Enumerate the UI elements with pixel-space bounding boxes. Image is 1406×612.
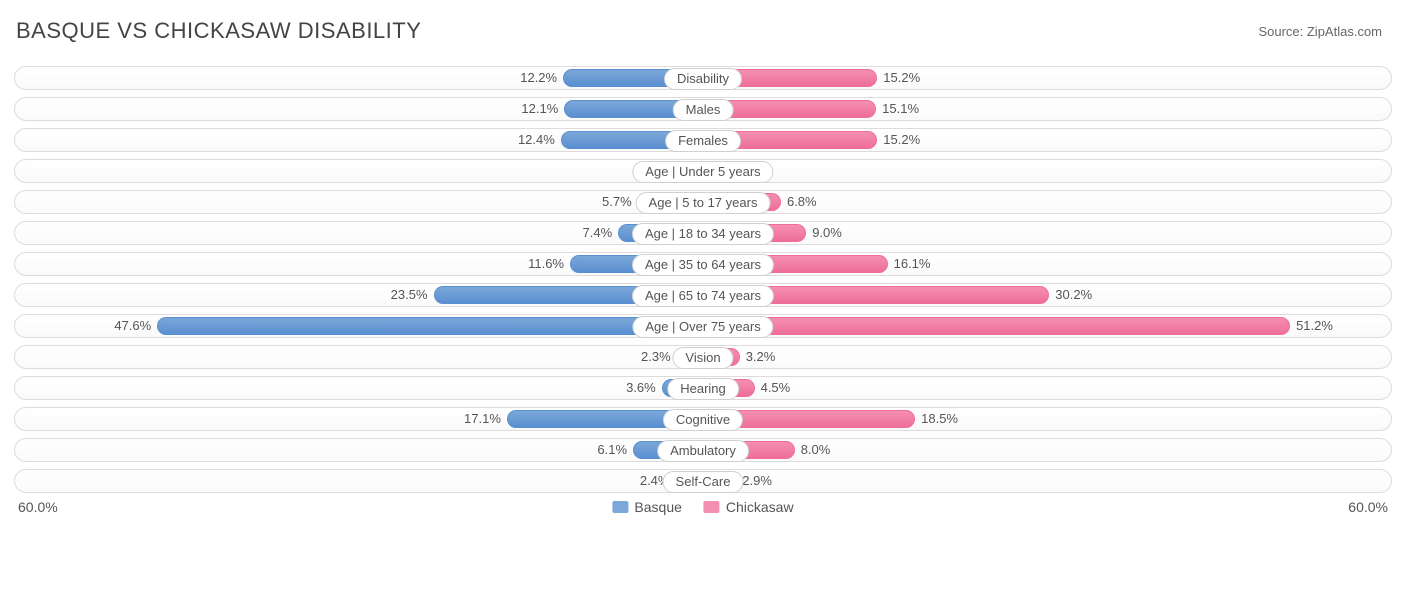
value-left: 11.6% [528,253,564,275]
value-right: 8.0% [801,439,831,461]
chart-row: 12.2% 15.2% Disability [14,66,1392,90]
chart-row: 5.7% 6.8% Age | 5 to 17 years [14,190,1392,214]
row-label: Females [665,130,741,152]
chart-row: 12.4% 15.2% Females [14,128,1392,152]
row-label: Males [673,99,734,121]
value-right: 15.2% [883,129,920,151]
row-label: Age | Over 75 years [632,316,773,338]
value-right: 6.8% [787,191,817,213]
value-left: 7.4% [583,222,613,244]
legend-item-chickasaw: Chickasaw [704,499,794,515]
chart-row: 3.6% 4.5% Hearing [14,376,1392,400]
legend-swatch-chickasaw [704,501,720,513]
row-label: Disability [664,68,742,90]
chart-row: 17.1% 18.5% Cognitive [14,407,1392,431]
row-label: Ambulatory [657,440,749,462]
source-attribution: Source: ZipAtlas.com [1258,24,1382,39]
value-right: 51.2% [1296,315,1333,337]
chart-row: 23.5% 30.2% Age | 65 to 74 years [14,283,1392,307]
bar-right [703,317,1290,335]
chart-row: 7.4% 9.0% Age | 18 to 34 years [14,221,1392,245]
row-label: Age | 5 to 17 years [636,192,771,214]
value-left: 12.4% [518,129,555,151]
row-label: Cognitive [663,409,743,431]
value-left: 12.1% [521,98,558,120]
row-label: Self-Care [663,471,744,493]
chart-rows-container: 12.2% 15.2% Disability 12.1% 15.1% Males 12.4%… [14,66,1392,493]
value-right: 15.1% [882,98,919,120]
value-left: 6.1% [597,439,627,461]
value-right: 9.0% [812,222,842,244]
legend-item-basque: Basque [612,499,681,515]
axis-max-right: 60.0% [1348,499,1388,515]
axis-max-left: 60.0% [18,499,58,515]
chart-row: 47.6% 51.2% Age | Over 75 years [14,314,1392,338]
value-left: 3.6% [626,377,656,399]
value-left: 5.7% [602,191,632,213]
row-label: Vision [672,347,733,369]
value-right: 4.5% [761,377,791,399]
legend-swatch-basque [612,501,628,513]
value-left: 23.5% [391,284,428,306]
value-right: 2.9% [742,470,772,492]
value-left: 47.6% [114,315,151,337]
chart-row: 12.1% 15.1% Males [14,97,1392,121]
chart-row: 2.4%2.9%Self-Care [14,469,1392,493]
row-label: Age | 65 to 74 years [632,285,774,307]
legend: Basque Chickasaw [612,499,793,515]
row-label: Age | Under 5 years [632,161,773,183]
chart-title: BASQUE VS CHICKASAW DISABILITY [16,18,1392,44]
value-right: 30.2% [1055,284,1092,306]
value-left: 2.3% [641,346,671,368]
chart-row: 6.1% 8.0% Ambulatory [14,438,1392,462]
axis-row: 60.0% Basque Chickasaw 60.0% [14,499,1392,519]
row-label: Hearing [667,378,739,400]
chart-row: 11.6% 16.1% Age | 35 to 64 years [14,252,1392,276]
row-label: Age | 35 to 64 years [632,254,774,276]
row-label: Age | 18 to 34 years [632,223,774,245]
value-right: 15.2% [883,67,920,89]
chart-row: 2.3% 3.2% Vision [14,345,1392,369]
chart-row: 1.3%1.7%Age | Under 5 years [14,159,1392,183]
value-right: 3.2% [746,346,776,368]
value-right: 18.5% [921,408,958,430]
value-right: 16.1% [894,253,931,275]
value-left: 17.1% [464,408,501,430]
bar-left [157,317,703,335]
legend-label-basque: Basque [634,499,681,515]
legend-label-chickasaw: Chickasaw [726,499,794,515]
value-left: 12.2% [520,67,557,89]
